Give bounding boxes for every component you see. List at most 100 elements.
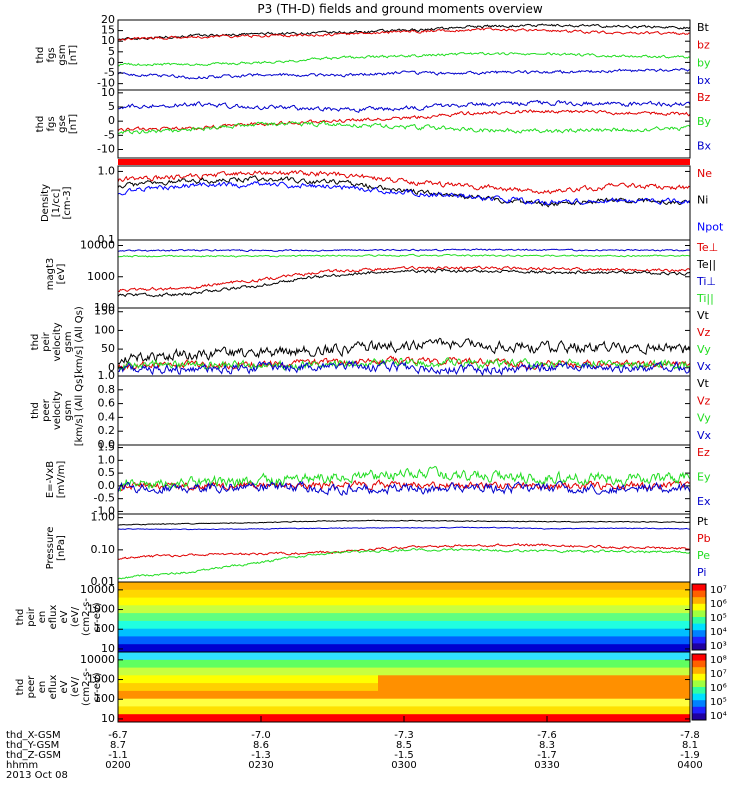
spectrogram-cell bbox=[234, 628, 239, 637]
spectrogram-cell bbox=[398, 636, 403, 645]
spectrogram-cell bbox=[666, 582, 671, 591]
spectrogram-cell bbox=[246, 714, 251, 722]
spectrogram-cell bbox=[574, 667, 579, 676]
spectrogram-cell bbox=[626, 675, 631, 684]
spectrogram-cell bbox=[606, 690, 611, 700]
spectrogram-cell bbox=[350, 628, 355, 637]
spectrogram-cell bbox=[574, 605, 579, 614]
spectrogram-cell bbox=[626, 582, 631, 591]
spectrogram-cell bbox=[330, 659, 335, 669]
spectrogram-cell bbox=[618, 698, 623, 707]
spectrogram-cell bbox=[278, 690, 283, 700]
spectrogram-cell bbox=[486, 636, 491, 645]
spectrogram-cell bbox=[338, 605, 343, 614]
spectrogram-cell bbox=[398, 675, 403, 684]
spectrogram-cell bbox=[454, 597, 459, 606]
spectrogram-cell bbox=[346, 644, 351, 652]
spectrogram-cell bbox=[374, 589, 379, 599]
spectrogram-cell bbox=[638, 706, 643, 715]
spectrogram-cell bbox=[150, 605, 155, 614]
spectrogram-cell bbox=[630, 620, 635, 630]
spectrogram-cell bbox=[250, 620, 255, 630]
spectrogram-cell bbox=[426, 589, 431, 599]
spectrogram-cell bbox=[514, 589, 519, 599]
spectrogram-cell bbox=[306, 589, 311, 599]
spectrogram-cell bbox=[226, 706, 231, 715]
spectrogram-cell bbox=[454, 613, 459, 622]
spectrogram-cell bbox=[322, 690, 327, 700]
spectrogram-cell bbox=[566, 597, 571, 606]
series-line-Pb bbox=[118, 543, 690, 560]
y-axis-label: sr-eV) bbox=[92, 672, 103, 701]
spectrogram-cell bbox=[246, 589, 251, 599]
spectrogram-cell bbox=[466, 582, 471, 591]
spectrogram-cell bbox=[478, 690, 483, 700]
spectrogram-cell bbox=[674, 582, 679, 591]
spectrogram-cell bbox=[326, 652, 331, 661]
spectrogram-cell bbox=[222, 714, 227, 722]
spectrogram-cell bbox=[286, 589, 291, 599]
spectrogram-cell bbox=[646, 597, 651, 606]
spectrogram-cell bbox=[498, 675, 503, 684]
time-tick-label: 0200 bbox=[105, 760, 130, 771]
spectrogram-cell bbox=[562, 675, 567, 684]
spectrogram-cell bbox=[686, 636, 690, 645]
spectrogram-cell bbox=[578, 613, 583, 622]
y-tick-label: 0.6 bbox=[98, 397, 116, 410]
spectrogram-cell bbox=[174, 667, 179, 676]
spectrogram-cell bbox=[634, 597, 639, 606]
spectrogram-cell bbox=[542, 605, 547, 614]
spectrogram-cell bbox=[150, 683, 155, 692]
spectrogram-cell bbox=[542, 582, 547, 591]
spectrogram-cell bbox=[606, 675, 611, 684]
spectrogram-cell bbox=[618, 628, 623, 637]
spectrogram-cell bbox=[646, 644, 651, 652]
spectrogram-cell bbox=[274, 690, 279, 700]
spectrogram-cell bbox=[526, 628, 531, 637]
spectrogram-cell bbox=[130, 620, 135, 630]
spectrogram-cell bbox=[526, 698, 531, 707]
spectrogram-cell bbox=[150, 644, 155, 652]
spectrogram-cell bbox=[190, 636, 195, 645]
row-value: -6.7 bbox=[108, 730, 128, 741]
spectrogram-cell bbox=[418, 613, 423, 622]
spectrogram-cell bbox=[482, 597, 487, 606]
spectrogram-cell bbox=[186, 613, 191, 622]
spectrogram-cell bbox=[586, 597, 591, 606]
spectrogram-cell bbox=[442, 667, 447, 676]
spectrogram-cell bbox=[506, 628, 511, 637]
spectrogram-cell bbox=[658, 636, 663, 645]
spectrogram-cell bbox=[522, 636, 527, 645]
spectrogram-cell bbox=[630, 683, 635, 692]
spectrogram-cell bbox=[382, 683, 387, 692]
spectrogram-cell bbox=[330, 589, 335, 599]
spectrogram-cell bbox=[118, 582, 123, 591]
spectrogram-cell bbox=[614, 652, 619, 661]
spectrogram-cell bbox=[390, 644, 395, 652]
spectrogram-cell bbox=[614, 628, 619, 637]
spectrogram-cell bbox=[298, 698, 303, 707]
spectrogram-cell bbox=[326, 582, 331, 591]
spectrogram-cell bbox=[534, 582, 539, 591]
spectrogram-cell bbox=[310, 613, 315, 622]
colorbar-swatch bbox=[692, 603, 706, 611]
spectrogram-cell bbox=[654, 683, 659, 692]
spectrogram-cell bbox=[346, 597, 351, 606]
spectrogram-cell bbox=[630, 605, 635, 614]
spectrogram-cell bbox=[226, 683, 231, 692]
spectrogram-cell bbox=[162, 620, 167, 630]
spectrogram-cell bbox=[178, 698, 183, 707]
spectrogram-cell bbox=[590, 675, 595, 684]
spectrogram-cell bbox=[574, 589, 579, 599]
spectrogram-cell bbox=[558, 706, 563, 715]
colorbar-swatch bbox=[692, 636, 706, 644]
spectrogram-cell bbox=[430, 698, 435, 707]
spectrogram-cell bbox=[210, 620, 215, 630]
spectrogram-cell bbox=[202, 683, 207, 692]
spectrogram-cell bbox=[438, 652, 443, 661]
spectrogram-cell bbox=[658, 714, 663, 722]
spectrogram-cell bbox=[446, 644, 451, 652]
spectrogram-cell bbox=[542, 636, 547, 645]
spectrogram-cell bbox=[174, 683, 179, 692]
